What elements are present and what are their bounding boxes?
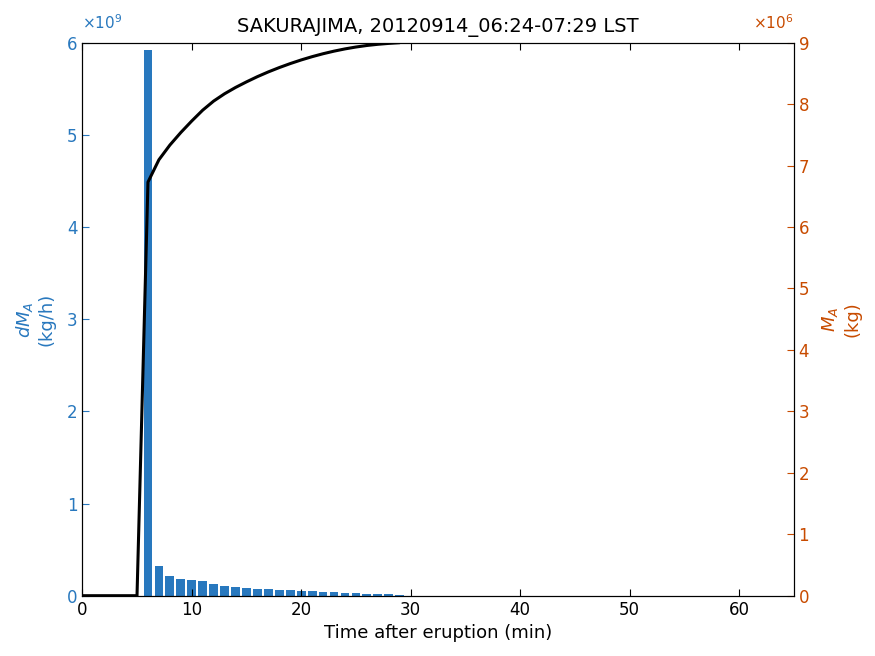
Bar — [308, 591, 317, 596]
Bar — [275, 590, 284, 596]
Title: SAKURAJIMA, 20120914_06:24-07:29 LST: SAKURAJIMA, 20120914_06:24-07:29 LST — [237, 18, 639, 37]
Bar — [155, 566, 164, 596]
Bar — [231, 587, 240, 596]
Y-axis label: $M_A$
(kg): $M_A$ (kg) — [820, 301, 861, 337]
Bar — [396, 595, 404, 596]
Bar — [374, 594, 382, 596]
Text: $\times10^{9}$: $\times10^{9}$ — [82, 13, 123, 31]
Bar — [384, 594, 393, 596]
Text: $\times10^{6}$: $\times10^{6}$ — [753, 13, 794, 31]
Bar — [209, 584, 218, 596]
Bar — [286, 590, 295, 596]
Bar — [253, 589, 262, 596]
Bar — [177, 579, 185, 596]
Bar — [264, 590, 273, 596]
Bar — [187, 581, 196, 596]
Bar — [242, 588, 251, 596]
Bar — [297, 591, 305, 596]
Bar — [199, 581, 207, 596]
Bar — [340, 593, 349, 596]
Y-axis label: $dM_A$
(kg/h): $dM_A$ (kg/h) — [14, 293, 56, 346]
Bar — [330, 592, 339, 596]
Bar — [318, 592, 327, 596]
Bar — [165, 577, 174, 596]
Bar — [352, 593, 360, 596]
Bar — [220, 586, 229, 596]
Bar — [144, 50, 152, 596]
X-axis label: Time after eruption (min): Time after eruption (min) — [324, 624, 552, 642]
Bar — [362, 594, 371, 596]
